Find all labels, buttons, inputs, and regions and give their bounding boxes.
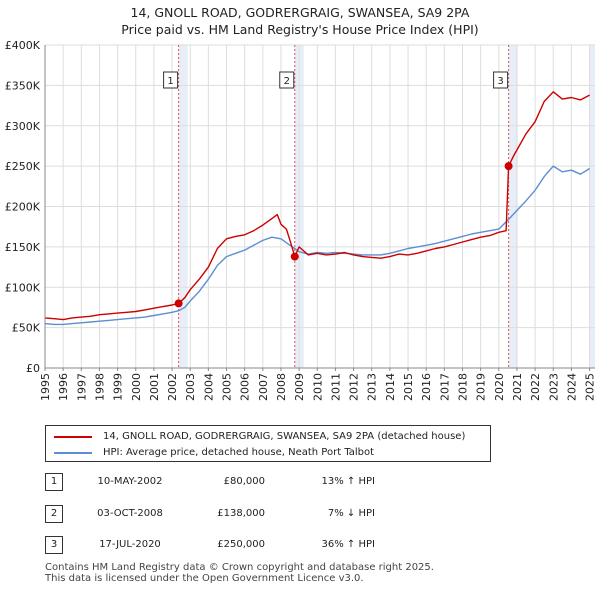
x-tick-label: 1998 <box>93 373 106 401</box>
x-tick-label: 2010 <box>311 373 324 401</box>
footer-line-2: This data is licensed under the Open Gov… <box>45 573 364 584</box>
transaction-points <box>174 162 513 308</box>
price-chart: 1 2 3 £0 £50K £100K £150K £200K £250K £300K £350K… <box>5 39 597 401</box>
y-tick-label: £200K <box>5 201 41 214</box>
grid-lines <box>44 44 595 369</box>
y-tick-label: £0 <box>26 362 40 375</box>
y-tick-label: £100K <box>5 281 41 294</box>
legend-label: 14, GNOLL ROAD, GODRERGRAIG, SWANSEA, SA… <box>103 431 466 442</box>
x-tick-label: 2008 <box>275 373 288 401</box>
y-tick-label: £250K <box>5 160 41 173</box>
x-tick-label: 2012 <box>348 373 361 401</box>
x-tick-label: 2000 <box>130 373 143 401</box>
legend: 14, GNOLL ROAD, GODRERGRAIG, SWANSEA, SA… <box>45 425 491 462</box>
transaction-box-label: 3 <box>497 76 503 87</box>
x-tick-label: 2007 <box>257 373 270 401</box>
transaction-point <box>290 252 299 261</box>
chart-subtitle: Price paid vs. HM Land Registry's House … <box>121 22 479 37</box>
series-lines <box>44 91 590 326</box>
transaction-point <box>174 299 183 308</box>
x-tick-label: 2004 <box>202 373 215 401</box>
x-tick-label: 2021 <box>511 373 524 401</box>
x-tick-label: 2011 <box>329 373 342 401</box>
chart-title-block: 14, GNOLL ROAD, GODRERGRAIG, SWANSEA, SA… <box>0 4 600 38</box>
y-tick-label: £50K <box>12 322 41 335</box>
transaction-date: 03-OCT-2008 <box>97 508 163 519</box>
legend-swatch-red <box>54 436 92 438</box>
x-tick-label: 2015 <box>402 373 415 401</box>
x-tick-label: 2009 <box>293 373 306 401</box>
x-tick-label: 2003 <box>184 373 197 401</box>
x-tick-label: 1996 <box>57 373 70 401</box>
footer: Contains HM Land Registry data © Crown c… <box>45 562 434 584</box>
transaction-box-label: 2 <box>284 76 290 87</box>
footer-line-1: Contains HM Land Registry data © Crown c… <box>45 562 434 573</box>
y-tick-label: £400K <box>5 39 41 52</box>
x-tick-label: 2001 <box>148 373 161 401</box>
chart-title: 14, GNOLL ROAD, GODRERGRAIG, SWANSEA, SA… <box>130 5 470 20</box>
legend-label: HPI: Average price, detached house, Neat… <box>103 447 375 458</box>
x-tick-label: 2013 <box>366 373 379 401</box>
x-tick-label: 2016 <box>420 373 433 401</box>
x-tick-label: 2023 <box>547 373 560 401</box>
x-tick-label: 1995 <box>39 373 52 401</box>
transaction-hpi: 13% ↑ HPI <box>321 476 375 487</box>
transaction-hpi: 7% ↓ HPI <box>327 508 375 519</box>
x-tick-label: 2017 <box>438 373 451 401</box>
transaction-badge: 1 <box>45 473 63 491</box>
x-tick-label: 2014 <box>384 373 397 401</box>
x-tick-label: 2024 <box>565 373 578 401</box>
x-tick-label: 1999 <box>112 373 125 401</box>
transaction-point <box>504 162 513 171</box>
x-tick-label: 2005 <box>221 373 234 401</box>
y-tick-label: £350K <box>5 79 41 92</box>
y-tick-label: £300K <box>5 120 41 133</box>
transaction-box <box>279 71 295 89</box>
x-tick-label: 2006 <box>239 373 252 401</box>
transaction-hpi: 36% ↑ HPI <box>321 539 375 550</box>
transaction-markers: 1 2 3 <box>163 45 510 368</box>
x-tick-label: 2025 <box>584 373 597 401</box>
transaction-date: 17-JUL-2020 <box>99 539 161 550</box>
transaction-price: £138,000 <box>217 508 265 519</box>
legend-swatch-blue <box>54 452 92 454</box>
x-tick-label: 1997 <box>75 373 88 401</box>
x-tick-label: 2022 <box>529 373 542 401</box>
axes <box>44 45 595 371</box>
transaction-box <box>493 71 509 89</box>
transaction-box-label: 1 <box>167 76 173 87</box>
x-tick-label: 2002 <box>166 373 179 401</box>
tick-labels: £0 £50K £100K £150K £200K £250K £300K £350K £400… <box>5 39 597 401</box>
x-tick-label: 2018 <box>456 373 469 401</box>
x-tick-label: 2019 <box>475 373 488 401</box>
transaction-price: £250,000 <box>217 539 265 550</box>
transaction-badge: 3 <box>45 536 63 554</box>
y-tick-label: £150K <box>5 241 41 254</box>
x-tick-label: 2020 <box>493 373 506 401</box>
transaction-price: £80,000 <box>223 476 265 487</box>
transaction-badge: 2 <box>45 505 63 523</box>
transaction-box <box>163 71 179 89</box>
transaction-date: 10-MAY-2002 <box>97 476 163 487</box>
property-series-line <box>44 91 590 321</box>
